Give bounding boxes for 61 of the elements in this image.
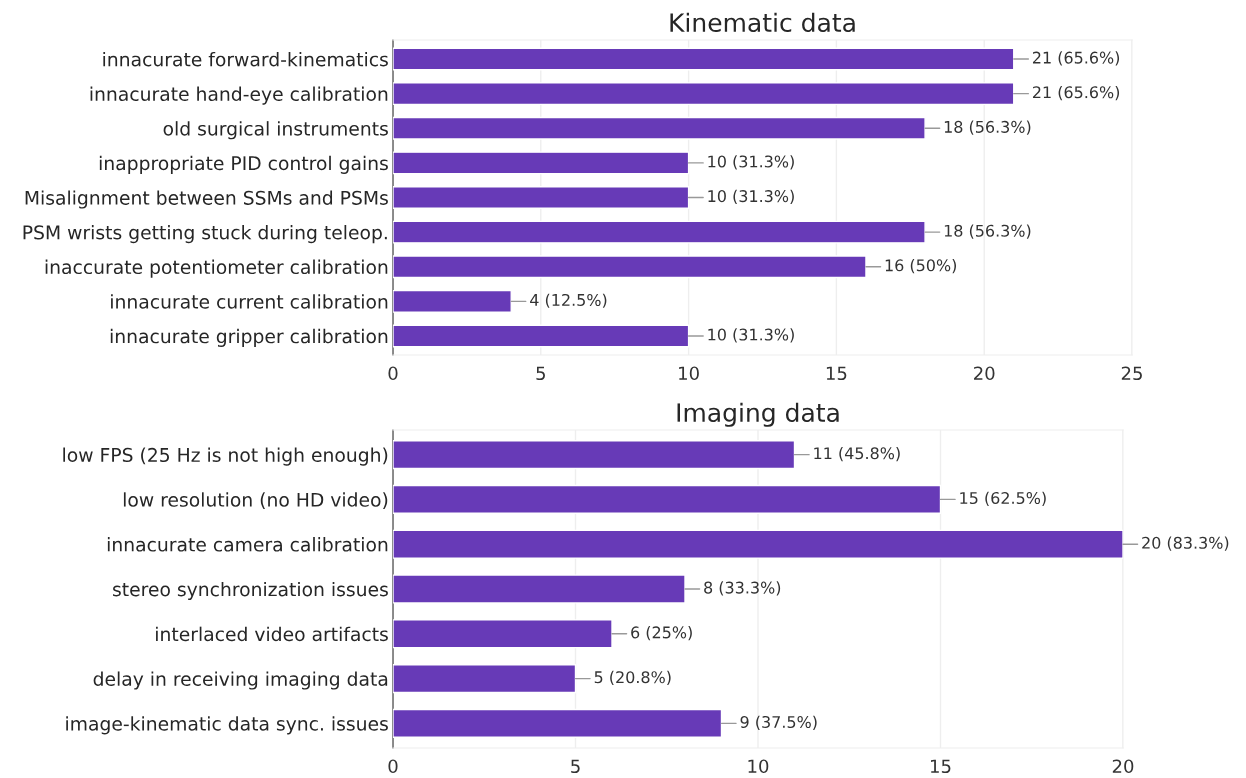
chart-title: Imaging data [677, 402, 839, 427]
data-label: 10 (31.3%) [708, 328, 794, 343]
y-tick-label: PSM wrists getting stuck during teleop. [23, 224, 387, 244]
y-tick-label: image-kinematic data sync. issues [66, 716, 388, 735]
x-tick-label: 25 [1121, 366, 1142, 381]
chart-title: Kinematic data [670, 12, 855, 33]
x-tick-label: 5 [571, 759, 580, 774]
data-label: 21 (65.6%) [1032, 85, 1120, 101]
x-tick-label: 5 [536, 366, 545, 381]
bar [393, 324, 690, 348]
y-tick-label: stereo synchronization issues [113, 581, 388, 601]
bar [393, 289, 512, 313]
data-label: 16 (50%) [885, 259, 957, 274]
y-tick-label: interlaced video artifacts [156, 626, 388, 642]
x-tick-label: 10 [748, 759, 769, 774]
data-label: 9 (37.5%) [740, 715, 817, 730]
y-tick-label: Misalignment between SSMs and PSMs [25, 190, 388, 209]
data-label: 8 (33.3%) [704, 581, 781, 596]
data-label: 10 (31.3%) [708, 155, 794, 170]
bar [393, 116, 926, 140]
y-tick-label: inaccurate potentiometer calibration [45, 259, 388, 278]
x-tick-label: 20 [1112, 759, 1134, 774]
y-tick-label: innacurate gripper calibration [110, 328, 388, 347]
y-tick-label: delay in receiving imaging data [93, 671, 388, 690]
y-tick-label: innacurate forward-kinematics [103, 51, 388, 67]
y-tick-label: old surgical instruments [163, 121, 388, 140]
bar [393, 151, 690, 175]
x-tick-label: 0 [388, 366, 398, 381]
bar [393, 47, 1015, 71]
data-label: 21 (65.6%) [1032, 51, 1120, 66]
y-tick-label: low resolution (no HD video) [123, 492, 388, 510]
bar [393, 574, 686, 604]
data-label: 15 (62.5%) [960, 491, 1046, 506]
y-tick-label: innacurate camera calibration [107, 537, 388, 552]
data-label: 18 (56.3%) [944, 120, 1031, 135]
bar [393, 82, 1015, 106]
data-label: 11 (45.8%) [814, 446, 900, 462]
x-tick-label: 15 [826, 366, 847, 381]
bar [393, 529, 1123, 559]
data-label: 18 (56.3%) [944, 224, 1031, 239]
bar [393, 619, 613, 649]
bar [393, 484, 942, 515]
data-label: 6 (25%) [631, 626, 692, 641]
bar [393, 663, 577, 694]
data-label: 10 (31.3%) [708, 189, 794, 205]
data-label: 20 (83.3%) [1142, 536, 1229, 551]
y-tick-label: low FPS (25 Hz is not high enough) [63, 447, 388, 466]
data-label: 5 (20.8%) [594, 670, 671, 686]
bar [393, 255, 867, 279]
y-tick-label: inappropriate PID control gains [99, 155, 388, 174]
bar [393, 440, 796, 470]
x-tick-label: 15 [931, 759, 951, 774]
data-label: 4 (12.5%) [530, 293, 607, 308]
y-tick-label: innacurate current calibration [111, 294, 388, 309]
x-tick-label: 20 [974, 366, 995, 381]
bar [393, 186, 690, 209]
bar [393, 708, 723, 738]
x-tick-label: 10 [679, 366, 699, 381]
bar [393, 220, 926, 244]
x-tick-label: 0 [388, 759, 398, 774]
y-tick-label: innacurate hand-eye calibration [90, 86, 388, 105]
